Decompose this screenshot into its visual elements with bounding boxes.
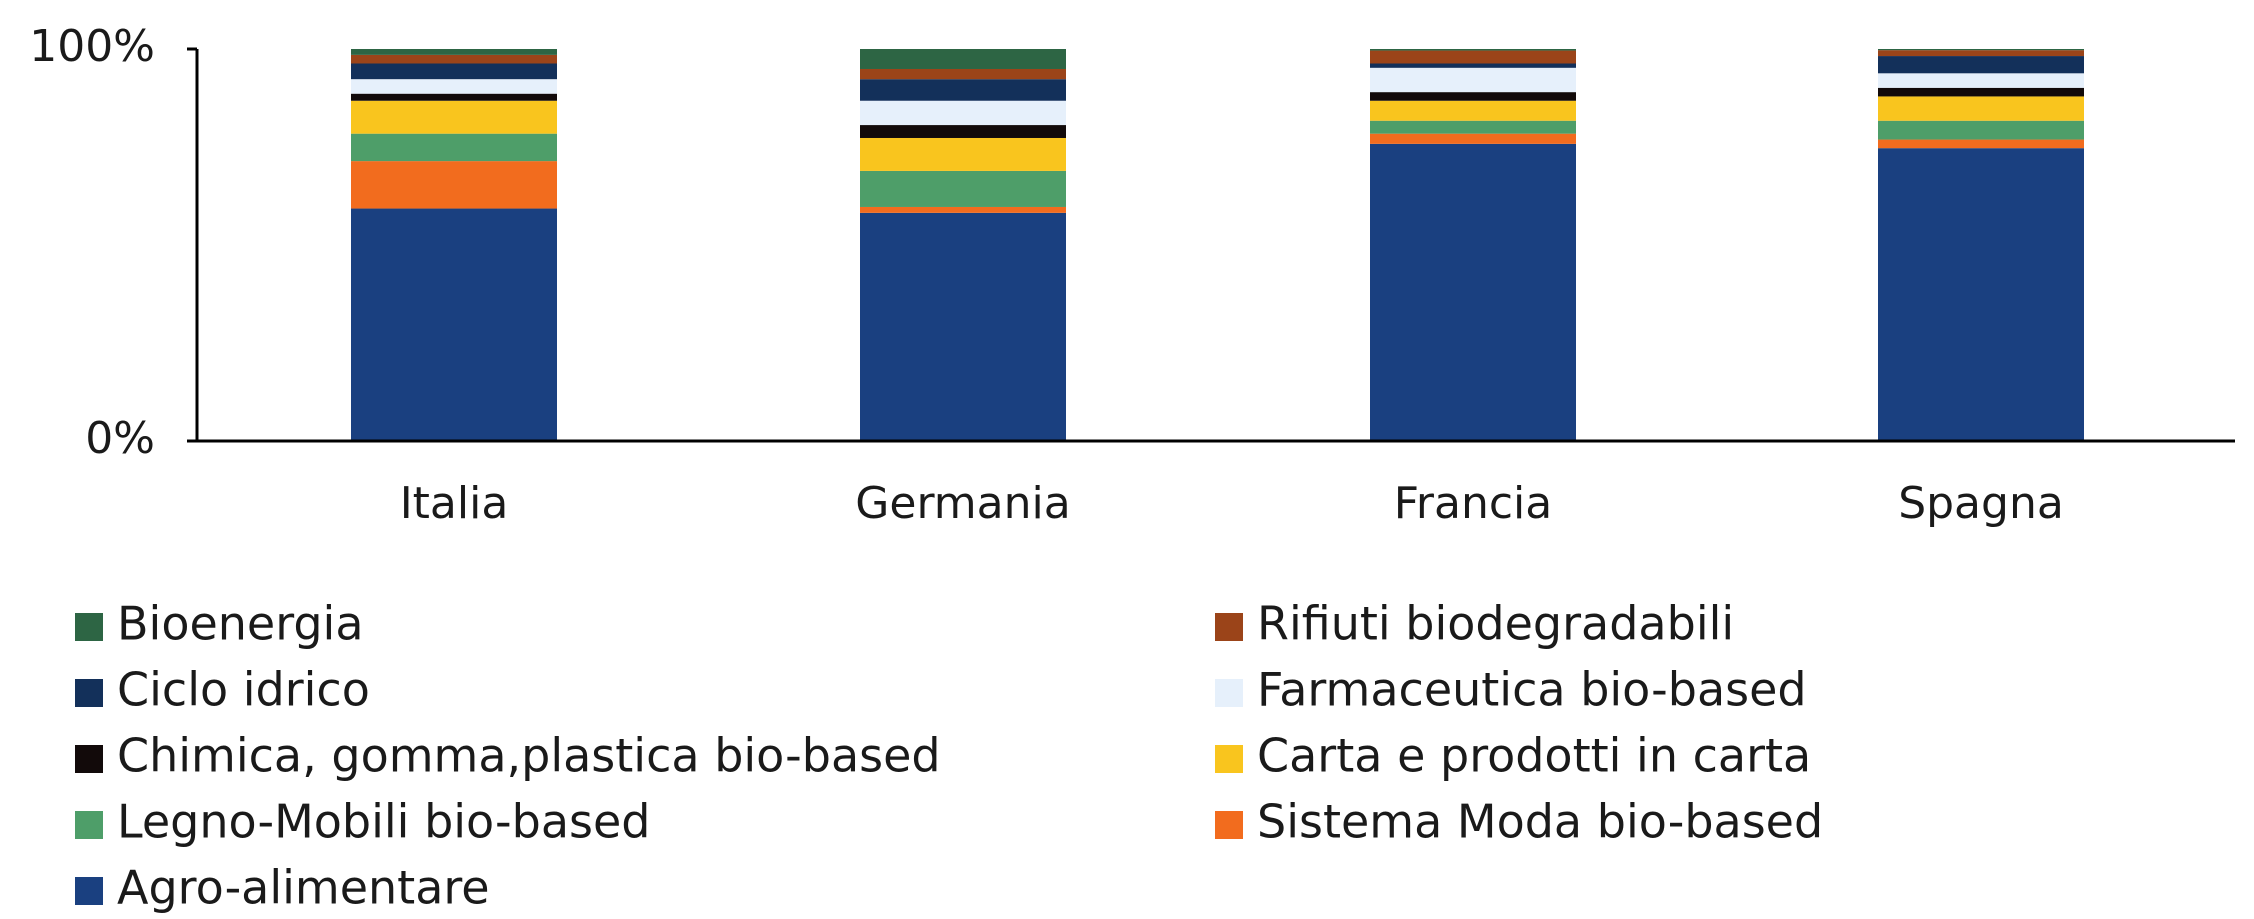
bar-segment [1370, 50, 1576, 64]
legend-label: Farmaceutica bio-based [1257, 663, 1807, 717]
bar-segment [351, 161, 557, 209]
bar-segment [860, 170, 1066, 207]
bar-segment [1370, 49, 1576, 51]
legend-label: Chimica, gomma,plastica bio-based [117, 729, 941, 783]
legend-label: Rifiuti biodegradabili [1257, 597, 1734, 651]
bar-segment [351, 63, 557, 80]
bar-segment [351, 93, 557, 101]
legend-swatch [75, 679, 103, 707]
bar-segment [1370, 120, 1576, 134]
bar-segment [1878, 49, 2084, 51]
legend-swatch [1215, 745, 1243, 773]
bar-segment [860, 100, 1066, 126]
bar-segment [1878, 96, 2084, 121]
x-tick-label: Italia [400, 478, 509, 529]
legend-swatch [75, 613, 103, 641]
legend-swatch [75, 877, 103, 905]
legend-label: Bioenergia [117, 597, 364, 651]
bar-segment [1878, 73, 2084, 88]
bar-segment [1878, 87, 2084, 97]
bar-segment [1370, 92, 1576, 101]
legend-swatch [75, 745, 103, 773]
bar-segment [351, 54, 557, 64]
legend-label: Agro-alimentare [117, 861, 490, 915]
legend-swatch [1215, 811, 1243, 839]
bar-segment [1878, 50, 2084, 57]
legend-label: Carta e prodotti in carta [1257, 729, 1811, 783]
bar-segment [351, 133, 557, 162]
bar-segment [1878, 148, 2084, 441]
legend-label: Sistema Moda bio-based [1257, 795, 1823, 849]
bar-segment [860, 212, 1066, 441]
bar-segment [1370, 63, 1576, 68]
bar-segment [351, 79, 557, 94]
bar-segment [1370, 67, 1576, 93]
bar-segment [860, 68, 1066, 80]
legend-swatch [1215, 679, 1243, 707]
bar-segment [1370, 133, 1576, 144]
bar-segment [1370, 100, 1576, 121]
legend-label: Ciclo idrico [117, 663, 370, 717]
bar-segment [1878, 120, 2084, 140]
legend-swatch [1215, 613, 1243, 641]
bar-segment [860, 125, 1066, 138]
bar-segment [860, 206, 1066, 213]
y-tick-label: 100% [29, 21, 155, 72]
x-tick-label: Germania [855, 478, 1070, 529]
bar-segment [1878, 139, 2084, 149]
y-tick-label: 0% [85, 413, 155, 464]
bar-segment [860, 79, 1066, 101]
x-tick-label: Francia [1394, 478, 1552, 529]
bar-segment [351, 49, 557, 55]
bar-segment [860, 137, 1066, 171]
x-tick-label: Spagna [1898, 478, 2064, 529]
legend-label: Legno-Mobili bio-based [117, 795, 651, 849]
bar-segment [351, 208, 557, 441]
bar-segment [351, 100, 557, 134]
bar-segment [1370, 143, 1576, 441]
bar-segment [1878, 56, 2084, 74]
bar-segment [860, 49, 1066, 69]
legend-swatch [75, 811, 103, 839]
